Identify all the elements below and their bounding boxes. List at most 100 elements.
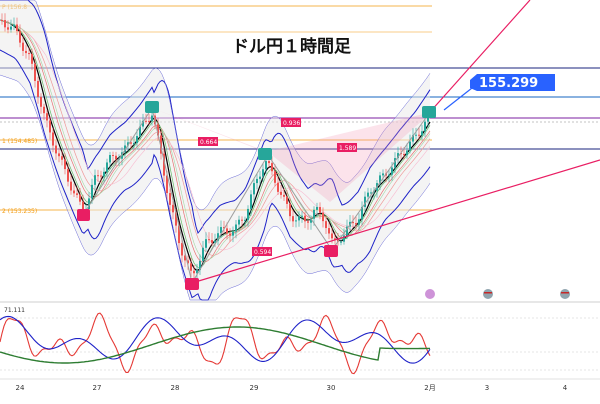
candle-body (307, 221, 309, 223)
candle-body (238, 219, 240, 225)
candle-body (382, 173, 384, 176)
swing-low-marker (185, 278, 199, 290)
candle-body (361, 206, 363, 220)
candle-body (352, 221, 354, 224)
bollinger-band-fill (0, 0, 430, 300)
candle-body (412, 135, 414, 142)
chart-title: ドル円１時間足 (232, 36, 351, 57)
candle-body (367, 192, 369, 197)
candle-body (202, 247, 204, 261)
candle-body (46, 113, 48, 121)
candle-body (148, 120, 150, 122)
candle-body (205, 239, 207, 248)
candle-body (310, 218, 312, 223)
osc-fast-line (0, 312, 431, 375)
annotation-0594: 0.594 (252, 247, 272, 256)
fib-label: 2 (153.235) (2, 208, 37, 215)
candle-body (235, 224, 237, 232)
candle-body (277, 182, 279, 192)
candle-body (43, 106, 45, 114)
candle-body (421, 131, 423, 136)
candle-body (304, 215, 306, 222)
candle-body (226, 228, 228, 234)
candle-body (256, 178, 258, 184)
candle-body (193, 270, 195, 274)
x-tick-label: 27 (93, 384, 102, 392)
annotation-text: 0.594 (254, 249, 271, 256)
candle-body (124, 145, 126, 153)
candle-body (145, 120, 147, 122)
candle-body (181, 243, 183, 256)
price-box (470, 74, 555, 91)
candle-body (97, 175, 99, 177)
candle-body (370, 192, 372, 194)
candle-body (298, 216, 300, 221)
bollinger-lower (0, 49, 431, 301)
candle-body (19, 31, 21, 43)
candle-body (340, 241, 342, 243)
candle-body (253, 183, 255, 195)
candle-body (58, 153, 60, 157)
candle-body (331, 233, 333, 239)
candle-body (7, 27, 9, 30)
candle-body (229, 233, 231, 236)
candle-body (379, 175, 381, 184)
candle-body (262, 169, 264, 177)
envelope-lower (0, 74, 431, 301)
candle-body (295, 220, 297, 222)
annotation-text: 0.936 (283, 120, 300, 127)
candle-body (190, 263, 192, 271)
candle-body (325, 221, 327, 229)
candle-body (151, 115, 153, 122)
event-icon[interactable] (425, 289, 435, 299)
trend-line-upper (429, 0, 531, 113)
candle-body (166, 175, 168, 194)
candle-body (103, 171, 105, 177)
candle-body (247, 208, 249, 220)
candle-body (313, 209, 315, 219)
us-flag-icon[interactable] (560, 289, 570, 299)
candle-body (214, 240, 216, 243)
candle-body (172, 204, 174, 213)
osc-signal-line (0, 326, 430, 364)
fib-label: 1 (154.485) (2, 138, 37, 145)
candle-body (415, 134, 417, 136)
candle-body (259, 176, 261, 179)
moving-average-line (0, 19, 431, 263)
candle-body (73, 190, 75, 194)
us-flag-stripe (484, 292, 492, 294)
candle-body (220, 227, 222, 234)
annotation-0936: 0.936 (281, 118, 301, 127)
annotation-0664: 0.664 (198, 137, 218, 146)
candle-body (10, 26, 12, 30)
us-flag-icon[interactable] (483, 289, 493, 299)
candle-body (391, 167, 393, 175)
candle-body (70, 181, 72, 191)
candle-body (274, 171, 276, 183)
swing-low-marker (77, 209, 90, 221)
bollinger-upper (0, 0, 431, 235)
candle-body (217, 233, 219, 241)
annotation-box (337, 143, 357, 152)
candle-body (364, 196, 366, 207)
candle-body (211, 240, 213, 243)
candle-body (1, 20, 3, 21)
annotation-text: 0.664 (200, 139, 217, 146)
candle-body (40, 96, 42, 107)
candle-body (283, 194, 285, 197)
candle-body (136, 136, 138, 143)
candle-body (268, 161, 270, 164)
candle-body (142, 120, 144, 127)
candle-body (22, 42, 24, 51)
candle-body (61, 156, 63, 160)
zigzag-line (82, 106, 431, 285)
candle-body (127, 142, 129, 146)
candle-body (424, 121, 426, 132)
x-tick-label: 30 (327, 384, 336, 392)
candle-body (418, 134, 420, 136)
candle-body (187, 260, 189, 264)
candle-body (388, 174, 390, 176)
candle-body (130, 142, 132, 144)
candle-body (112, 155, 114, 157)
